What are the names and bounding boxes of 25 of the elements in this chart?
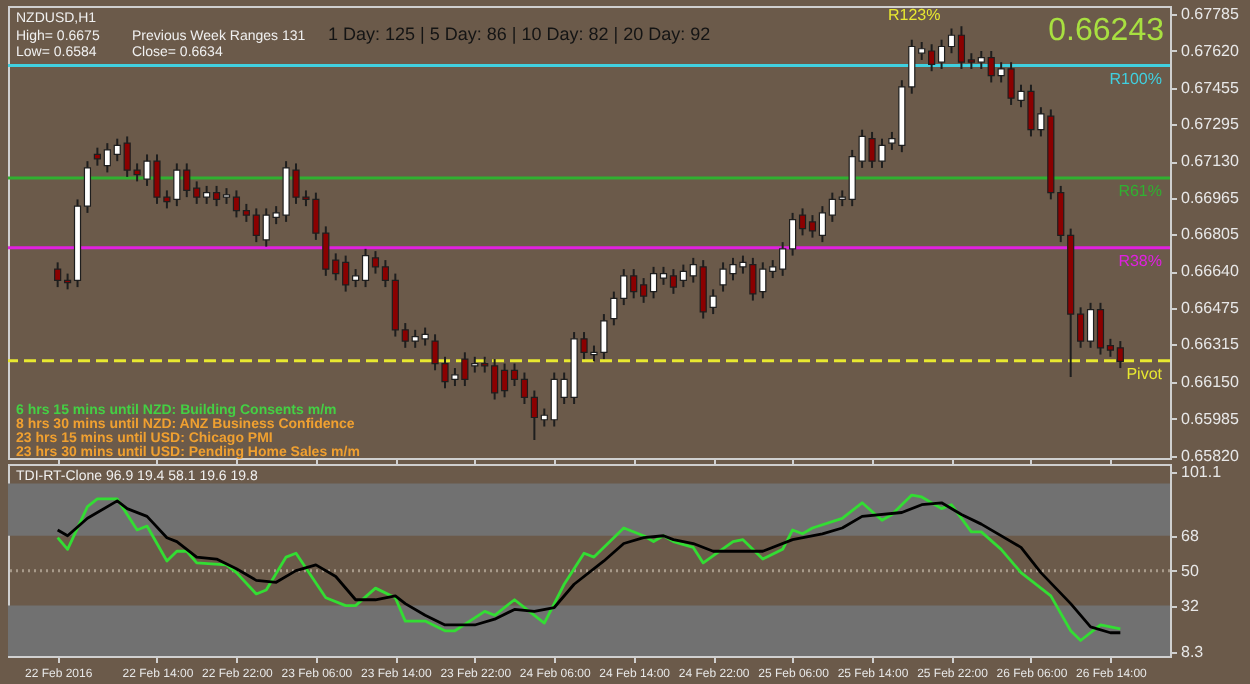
y-tick-label: 0.66315 [1181, 335, 1240, 354]
y-tick-label: 0.67455 [1181, 79, 1240, 98]
ref-line-label: Pivot [1126, 364, 1164, 383]
y-tick-label: 0.67295 [1181, 115, 1240, 134]
annotation: 1 Day: 125 | 5 Day: 86 | 10 Day: 82 | 20 Day: 92 [328, 24, 711, 44]
y-tick-label: 50 [1181, 561, 1200, 580]
y-tick-label: 32 [1181, 596, 1200, 615]
y-tick-label: 8.3 [1181, 642, 1205, 661]
ref-line-label: R61% [1118, 182, 1162, 201]
y-tick-label: 68 [1181, 526, 1200, 545]
ref-line-label: R100% [1109, 69, 1162, 88]
ref-line-label: R38% [1118, 251, 1162, 270]
y-tick-label: 101.1 [1181, 462, 1223, 481]
y-tick-label: 0.66150 [1181, 372, 1240, 391]
y-tick-label: 0.66640 [1181, 262, 1240, 281]
annotation: R123% [888, 6, 941, 24]
y-tick-label: 0.65820 [1181, 446, 1240, 465]
y-tick-label: 0.67785 [1181, 4, 1240, 23]
y-tick-label: 0.66805 [1181, 225, 1240, 244]
y-tick-label: 0.66965 [1181, 189, 1240, 208]
y-tick-label: 0.65985 [1181, 409, 1240, 428]
annotation: 0.66243 [1048, 14, 1165, 48]
y-tick-label: 0.67130 [1181, 152, 1240, 171]
y-tick-label: 0.66475 [1181, 299, 1240, 318]
y-tick-label: 0.67620 [1181, 41, 1240, 60]
